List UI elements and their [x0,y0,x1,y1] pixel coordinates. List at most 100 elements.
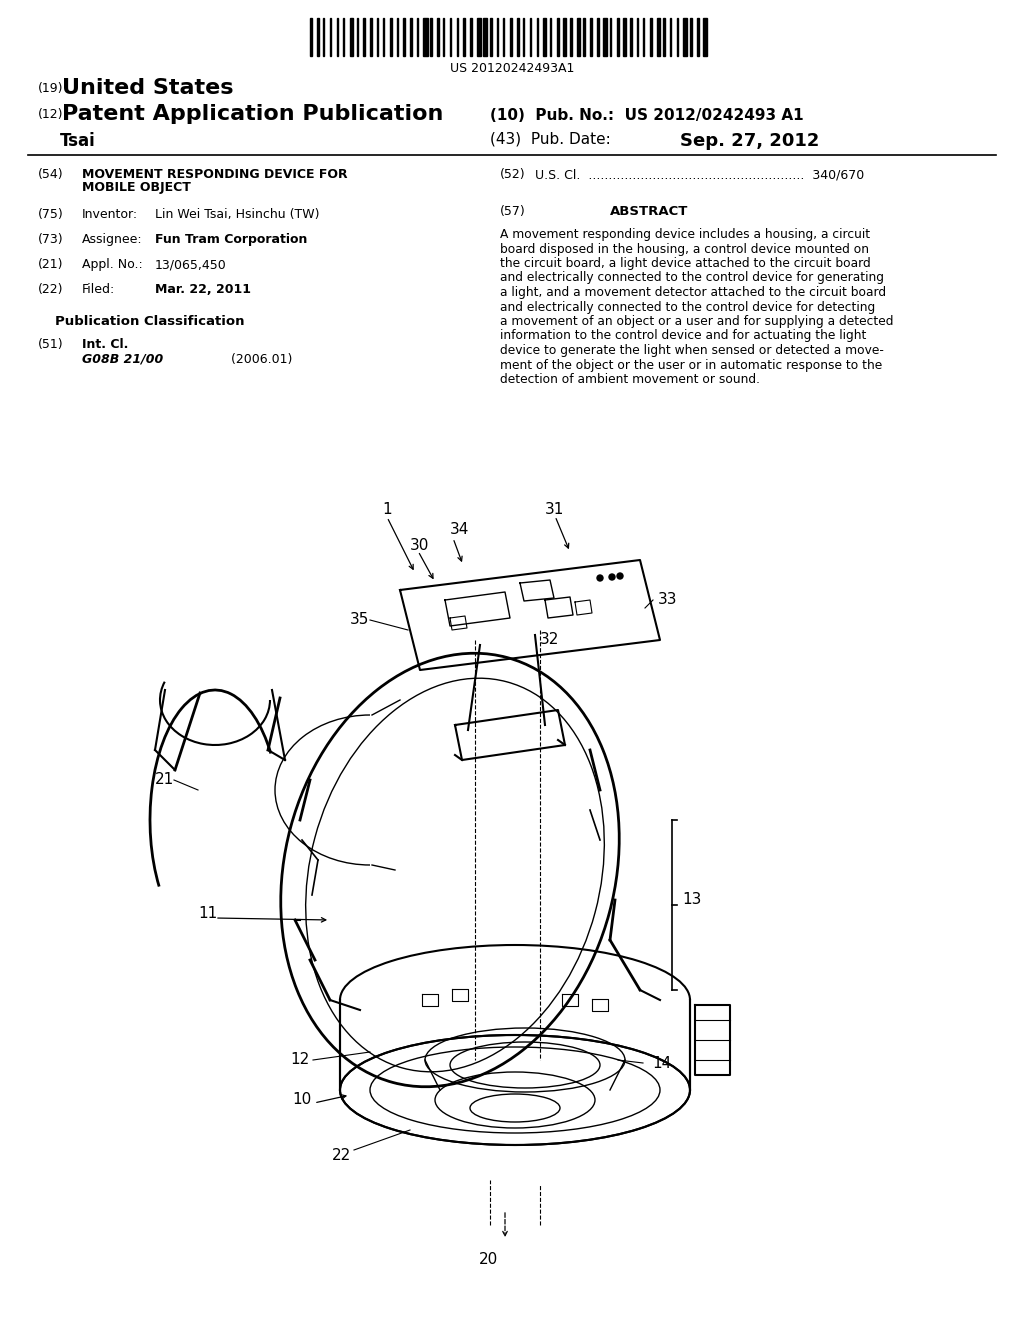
Bar [590,18,592,55]
Text: 35: 35 [350,612,370,627]
Text: Patent Application Publication: Patent Application Publication [62,104,443,124]
Text: 1: 1 [382,503,392,517]
Text: (57): (57) [500,205,525,218]
Text: and electrically connected to the control device for generating: and electrically connected to the contro… [500,272,884,285]
Bar [443,18,444,55]
Bar [450,18,452,55]
Text: Appl. No.:: Appl. No.: [82,257,142,271]
Bar [490,18,492,55]
Text: device to generate the light when sensed or detected a move-: device to generate the light when sensed… [500,345,884,356]
Bar [430,18,432,55]
Bar [703,18,707,55]
Text: Lin Wei Tsai, Hsinchu (TW): Lin Wei Tsai, Hsinchu (TW) [155,209,319,220]
Text: Sep. 27, 2012: Sep. 27, 2012 [680,132,819,150]
Bar [470,18,472,55]
Text: 20: 20 [478,1253,498,1267]
Text: (19): (19) [38,82,63,95]
Text: ment of the object or the user or in automatic response to the: ment of the object or the user or in aut… [500,359,883,371]
Text: 22: 22 [332,1147,351,1163]
Bar [330,18,331,55]
Text: board disposed in the housing, a control device mounted on: board disposed in the housing, a control… [500,243,869,256]
Bar [577,18,581,55]
Text: 33: 33 [658,593,678,607]
Text: (73): (73) [38,234,63,246]
Text: (12): (12) [38,108,63,121]
Bar [476,18,481,55]
Text: 13/065,450: 13/065,450 [155,257,226,271]
Bar [343,18,344,55]
Bar [544,18,546,55]
Bar [584,18,585,55]
Bar [403,18,406,55]
Text: (54): (54) [38,168,63,181]
Bar [664,18,666,55]
Bar [637,18,638,55]
Text: (51): (51) [38,338,63,351]
Text: G08B 21/00: G08B 21/00 [82,352,163,366]
Bar [504,18,505,55]
Bar [457,18,458,55]
Bar [603,18,607,55]
Text: the circuit board, a light device attached to the circuit board: the circuit board, a light device attach… [500,257,870,271]
Bar [537,18,538,55]
Text: U.S. Cl.  ......................................................  340/670: U.S. Cl. ...............................… [535,168,864,181]
Text: Inventor:: Inventor: [82,209,138,220]
Text: 10: 10 [292,1093,311,1107]
Bar [510,18,512,55]
Circle shape [617,573,623,579]
Text: Mar. 22, 2011: Mar. 22, 2011 [155,282,251,296]
Text: (22): (22) [38,282,63,296]
Text: (52): (52) [500,168,525,181]
Text: 32: 32 [540,632,559,648]
Bar [616,18,620,55]
Bar [370,18,372,55]
Bar [377,18,379,55]
Bar [683,18,687,55]
Bar [670,18,671,55]
Text: Publication Classification: Publication Classification [55,315,245,327]
Circle shape [609,574,615,579]
Bar [423,18,428,55]
Text: 34: 34 [450,523,469,537]
Text: MOBILE OBJECT: MOBILE OBJECT [82,181,190,194]
Bar [656,18,660,55]
Bar [597,18,599,55]
Bar [563,18,566,55]
Bar [417,18,418,55]
Text: detection of ambient movement or sound.: detection of ambient movement or sound. [500,374,760,385]
Text: A movement responding device includes a housing, a circuit: A movement responding device includes a … [500,228,870,242]
Bar [530,18,531,55]
Bar [690,18,692,55]
Bar [463,18,465,55]
Text: Int. Cl.: Int. Cl. [82,338,128,351]
Bar [316,18,319,55]
Text: 12: 12 [290,1052,309,1068]
Text: US 20120242493A1: US 20120242493A1 [450,62,574,75]
Bar [364,18,366,55]
Bar [650,18,652,55]
Text: (43)  Pub. Date:: (43) Pub. Date: [490,132,610,147]
Bar [570,18,571,55]
Text: 30: 30 [410,537,429,553]
Bar [310,18,312,55]
Bar [324,18,325,55]
Text: (75): (75) [38,209,63,220]
Bar [497,18,498,55]
Text: a movement of an object or a user and for supplying a detected: a movement of an object or a user and fo… [500,315,894,327]
Bar [677,18,678,55]
Text: Filed:: Filed: [82,282,116,296]
Text: United States: United States [62,78,233,98]
Text: (21): (21) [38,257,63,271]
Text: 14: 14 [652,1056,672,1071]
Text: 21: 21 [155,772,174,788]
Bar [396,18,397,55]
Bar [550,18,551,55]
Bar [390,18,392,55]
Text: information to the control device and for actuating the light: information to the control device and fo… [500,330,866,342]
Text: 11: 11 [198,906,217,920]
Text: MOVEMENT RESPONDING DEVICE FOR: MOVEMENT RESPONDING DEVICE FOR [82,168,347,181]
Text: Fun Tram Corporation: Fun Tram Corporation [155,234,307,246]
Bar [523,18,524,55]
Bar [696,18,699,55]
Bar [630,18,632,55]
